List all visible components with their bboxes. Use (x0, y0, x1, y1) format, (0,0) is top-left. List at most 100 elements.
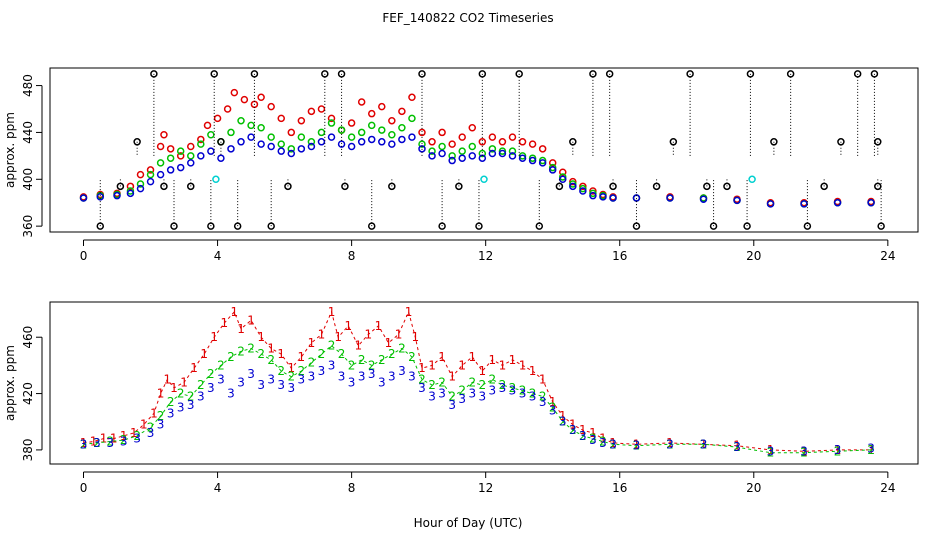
data-point-3: 3 (227, 387, 235, 401)
data-point-3 (800, 200, 808, 208)
y-tick-label: 360 (21, 215, 35, 238)
data-point-1 (438, 128, 446, 137)
data-point-2 (247, 121, 255, 130)
data-point-4 (267, 222, 275, 230)
data-point-1: 1 (287, 361, 295, 375)
x-tick-label: 24 (880, 249, 895, 263)
data-point-2: 2 (418, 372, 426, 386)
data-point-2 (176, 147, 185, 155)
data-point-1: 1 (385, 336, 393, 350)
data-point-3: 3 (388, 370, 396, 384)
data-point-2 (277, 140, 285, 148)
data-point-2: 2 (147, 420, 155, 434)
data-point-4 (770, 138, 778, 146)
series-line-1 (83, 310, 872, 452)
data-point-3: 3 (257, 378, 265, 392)
data-point-3 (337, 140, 346, 148)
data-point-2: 2 (237, 344, 245, 358)
data-point-1 (548, 159, 557, 167)
y-tick-label: 420 (21, 382, 35, 405)
data-point-3: 3 (167, 406, 175, 420)
data-point-2: 2 (398, 341, 406, 355)
data-point-2: 2 (257, 347, 265, 361)
data-point-3 (498, 149, 507, 158)
data-point-1: 1 (375, 319, 383, 333)
data-point-3: 3 (559, 415, 567, 429)
data-point-3 (599, 193, 607, 201)
data-point-1 (408, 93, 416, 102)
data-point-2 (187, 152, 195, 160)
data-point-1: 1 (569, 418, 577, 432)
data-point-2: 2 (599, 434, 607, 448)
data-point-1 (538, 145, 547, 153)
data-point-1: 1 (489, 353, 497, 367)
data-point-2 (388, 131, 396, 139)
data-point-1 (267, 102, 275, 111)
data-point-1 (458, 133, 466, 141)
data-point-4 (250, 70, 259, 78)
data-point-1 (498, 138, 507, 146)
data-point-3 (126, 189, 135, 198)
data-point-3: 3 (267, 372, 275, 386)
data-point-3 (136, 184, 145, 193)
data-point-1: 1 (411, 330, 419, 344)
data-point-2 (347, 133, 356, 141)
data-point-1 (327, 114, 336, 123)
data-point-3: 3 (499, 381, 507, 395)
data-point-1: 1 (733, 439, 741, 453)
data-point-4 (589, 70, 597, 78)
data-point-1 (367, 109, 376, 118)
data-point-1: 1 (589, 426, 597, 440)
data-point-1: 1 (549, 395, 557, 409)
data-point-3: 3 (834, 443, 842, 457)
data-point-2 (458, 147, 466, 155)
data-point-3: 3 (733, 440, 741, 454)
data-point-3 (237, 138, 245, 146)
data-point-3 (187, 159, 195, 167)
data-point-2: 2 (559, 415, 567, 429)
data-point-1: 1 (298, 350, 306, 364)
data-point-3: 3 (308, 370, 316, 384)
data-point-3 (317, 138, 326, 146)
panel-top-ylabel: approx. ppm (3, 112, 17, 188)
x-tick-label: 0 (80, 249, 88, 263)
data-point-2: 2 (120, 433, 128, 447)
data-point-2: 2 (448, 389, 456, 403)
data-point-2: 2 (800, 446, 808, 460)
data-point-2: 2 (133, 429, 141, 443)
data-point-4 (187, 182, 195, 191)
data-point-2 (528, 154, 537, 162)
x-tick-label: 4 (214, 249, 222, 263)
data-point-2: 2 (519, 384, 527, 398)
data-point-2: 2 (348, 358, 356, 372)
data-point-3: 3 (549, 403, 557, 417)
data-point-2 (126, 187, 135, 195)
data-point-2 (297, 133, 306, 141)
data-point-3: 3 (509, 384, 517, 398)
data-point-3: 3 (569, 423, 577, 437)
data-point-2 (207, 131, 215, 139)
data-point-3: 3 (147, 426, 155, 440)
data-point-3: 3 (418, 381, 426, 395)
data-point-1 (448, 140, 456, 148)
data-point-4 (609, 182, 617, 191)
data-point-2: 2 (589, 432, 597, 446)
data-point-3: 3 (287, 381, 295, 395)
data-point-1: 1 (539, 372, 547, 386)
data-point-1 (203, 121, 212, 130)
data-point-1: 1 (428, 358, 436, 372)
data-point-1 (277, 114, 285, 123)
data-point-3: 3 (448, 398, 456, 412)
data-point-1: 1 (867, 443, 875, 457)
data-point-4 (837, 138, 845, 146)
data-point-3 (833, 198, 842, 207)
data-point-3 (388, 140, 396, 148)
data-point-2 (237, 116, 245, 125)
data-point-2 (418, 140, 426, 148)
data-point-1 (156, 142, 165, 151)
data-point-1: 1 (599, 432, 607, 446)
data-point-3 (559, 175, 567, 184)
data-point-2: 2 (177, 387, 185, 401)
